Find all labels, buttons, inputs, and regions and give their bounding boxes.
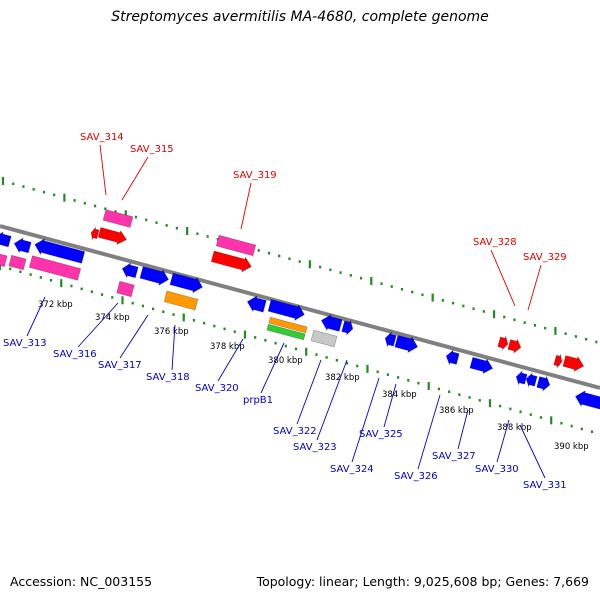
leader-line [171, 324, 176, 371]
leader-line [296, 359, 322, 425]
leader-line [119, 314, 149, 359]
red-feature-arrow [90, 226, 100, 240]
pink-feature [102, 209, 134, 228]
leader-line [527, 264, 542, 311]
genome-backbone [0, 224, 600, 390]
red-feature-arrow [97, 227, 127, 245]
blue-feature-arrow [320, 314, 343, 332]
leader-line [457, 409, 469, 450]
gene-label[interactable]: SAV_319 [233, 170, 277, 181]
red-feature-arrow [562, 355, 585, 372]
tick-label: 376 kbp [154, 327, 189, 337]
gene-label[interactable]: SAV_328 [473, 237, 517, 248]
green-feature [266, 323, 306, 341]
orange-feature [268, 316, 308, 334]
blue-feature-arrow [0, 231, 12, 248]
gene-label[interactable]: SAV_323 [293, 442, 337, 453]
gene-label[interactable]: SAV_320 [195, 383, 239, 394]
tick-label: 374 kbp [95, 313, 130, 323]
tick-label: 390 kbp [554, 442, 589, 452]
blue-feature-arrow [536, 375, 551, 392]
blue-feature-arrow [267, 299, 305, 321]
pink-feature [28, 255, 82, 281]
gene-label[interactable]: SAV_315 [130, 144, 174, 155]
gene-labels: SAV_314 SAV_315 SAV_319 SAV_328 SAV_329 SAV_3… [3, 132, 567, 491]
blue-feature-arrow [246, 295, 267, 313]
gene-label[interactable]: SAV_324 [330, 464, 374, 475]
leader-line [316, 359, 348, 441]
label-leader-lines [26, 144, 546, 479]
genome-stats-text: Topology: linear; Length: 9,025,608 bp; … [256, 574, 589, 589]
gene-label[interactable]: SAV_329 [523, 252, 567, 263]
tick-labels: 372 kbp 374 kbp 376 kbp 378 kbp 380 kbp 382 k… [38, 300, 589, 452]
gene-label[interactable]: SAV_317 [98, 360, 142, 371]
leader-line [519, 424, 546, 479]
blue-feature-arrow [469, 356, 494, 375]
tick-label: 382 kbp [325, 373, 360, 383]
gray-feature [310, 329, 338, 348]
blue-feature-arrow [525, 372, 538, 388]
gene-label[interactable]: SAV_331 [523, 480, 567, 491]
gene-label[interactable]: SAV_313 [3, 338, 47, 349]
leader-line [121, 156, 149, 201]
gene-label[interactable]: SAV_327 [432, 451, 476, 462]
gene-label[interactable]: SAV_322 [273, 426, 317, 437]
upper-dotted-track [1, 177, 598, 344]
leader-line [99, 144, 107, 196]
leader-line [217, 338, 244, 382]
lower-dotted-track [0, 262, 594, 434]
gene-label[interactable]: SAV_318 [146, 372, 190, 383]
tick-label: 386 kbp [439, 406, 474, 416]
tick-label: 388 kbp [497, 423, 532, 433]
red-feature-arrow [553, 354, 563, 369]
blue-feature-arrow [384, 331, 397, 348]
blue-feature-arrow [445, 349, 460, 366]
leader-line [240, 182, 252, 230]
pink-feature [0, 252, 8, 267]
tick-label: 380 kbp [268, 356, 303, 366]
tick-label: 372 kbp [38, 300, 73, 310]
gene-label[interactable]: prpB1 [243, 395, 273, 406]
red-feature-arrow [210, 250, 252, 273]
leader-line [77, 302, 119, 348]
blue-feature-arrow [169, 272, 203, 294]
gene-label[interactable]: SAV_314 [80, 132, 124, 143]
red-feature-arrow [507, 338, 522, 354]
blue-feature-arrow [13, 237, 32, 254]
leader-line [351, 377, 380, 463]
red-feature-arrow [497, 335, 509, 351]
gene-label[interactable]: SAV_325 [359, 429, 403, 440]
leader-line [26, 296, 46, 337]
map-title: Streptomyces avermitilis MA-4680, comple… [111, 9, 489, 25]
tick-label: 378 kbp [210, 342, 245, 352]
accession-text: Accession: NC_003155 [10, 574, 153, 589]
leader-line [383, 383, 397, 428]
blue-feature-arrow [515, 370, 528, 386]
leader-line [496, 419, 510, 463]
blue-feature-arrow [139, 266, 169, 286]
blue-feature-arrow [394, 334, 419, 354]
gene-features [0, 209, 600, 410]
pink-feature [215, 234, 257, 257]
leader-line [260, 342, 285, 394]
orange-feature [163, 290, 199, 311]
blue-feature-arrow [575, 390, 600, 410]
tick-label: 384 kbp [382, 390, 417, 400]
pink-feature [8, 254, 27, 271]
blue-feature-arrow [34, 238, 86, 264]
blue-feature-arrow [121, 262, 139, 279]
pink-feature [116, 280, 135, 298]
blue-feature-arrow [341, 319, 354, 336]
leader-line [417, 394, 441, 470]
gene-label[interactable]: SAV_330 [475, 464, 519, 475]
gene-label[interactable]: SAV_316 [53, 349, 97, 360]
leader-line [490, 249, 516, 307]
gene-label[interactable]: SAV_326 [394, 471, 438, 482]
